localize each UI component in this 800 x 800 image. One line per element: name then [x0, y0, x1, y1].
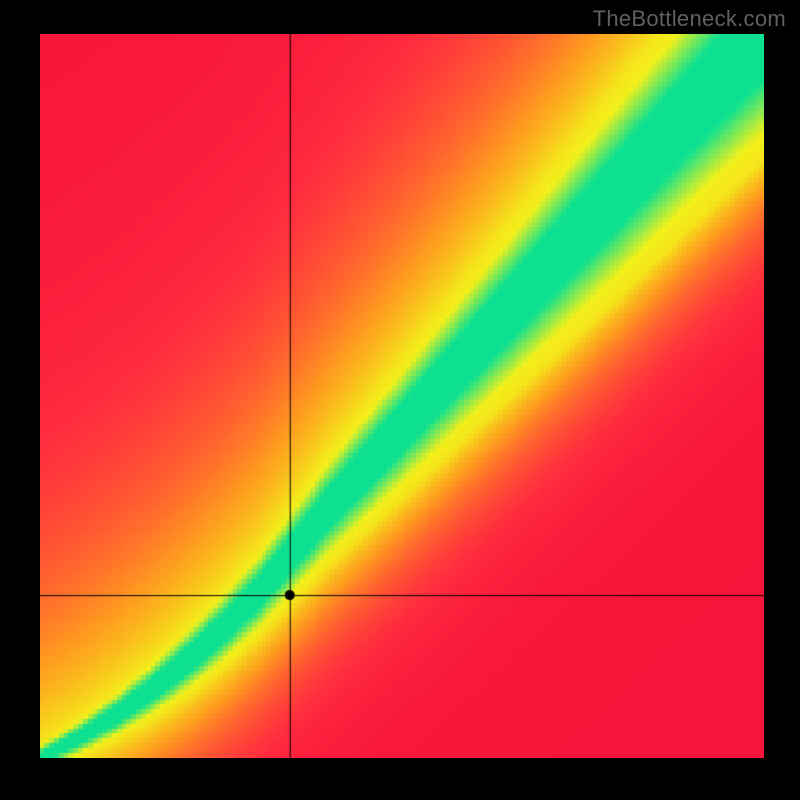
heatmap-canvas [40, 34, 764, 758]
watermark-label: TheBottleneck.com [593, 6, 786, 32]
